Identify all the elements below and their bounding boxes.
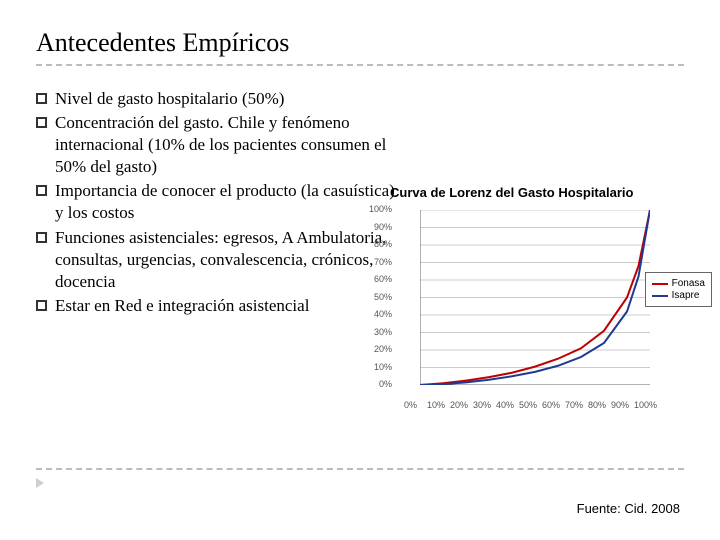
- bullet-list: Nivel de gasto hospitalario (50%)Concent…: [36, 88, 406, 319]
- x-tick-label: 20%: [450, 400, 468, 410]
- x-tick-label: 100%: [634, 400, 657, 410]
- y-tick-label: 60%: [374, 274, 392, 284]
- legend-color-swatch: [652, 283, 668, 285]
- bullet-item: Estar en Red e integración asistencial: [36, 295, 406, 317]
- bullet-text: Funciones asistenciales: egresos, A Ambu…: [55, 227, 406, 293]
- y-tick-label: 90%: [374, 222, 392, 232]
- y-tick-label: 30%: [374, 327, 392, 337]
- y-tick-label: 10%: [374, 362, 392, 372]
- x-tick-label: 0%: [404, 400, 417, 410]
- bullet-text: Nivel de gasto hospitalario (50%): [55, 88, 284, 110]
- bullet-square-icon: [36, 117, 47, 128]
- y-tick-label: 50%: [374, 292, 392, 302]
- corner-arrow-icon: [36, 478, 44, 488]
- x-tick-label: 60%: [542, 400, 560, 410]
- legend-label: Isapre: [672, 290, 700, 301]
- chart-plot: [420, 210, 650, 385]
- bullet-item: Importancia de conocer el producto (la c…: [36, 180, 406, 224]
- bullet-text: Importancia de conocer el producto (la c…: [55, 180, 406, 224]
- bullet-square-icon: [36, 93, 47, 104]
- slide-title: Antecedentes Empíricos: [36, 28, 684, 58]
- divider-top: [36, 64, 684, 66]
- source-citation: Fuente: Cid. 2008: [577, 501, 680, 516]
- x-tick-label: 70%: [565, 400, 583, 410]
- legend-item: Isapre: [652, 290, 705, 301]
- x-tick-label: 50%: [519, 400, 537, 410]
- bullet-square-icon: [36, 300, 47, 311]
- y-tick-label: 70%: [374, 257, 392, 267]
- bullet-text: Concentración del gasto. Chile y fenómen…: [55, 112, 406, 178]
- y-tick-label: 100%: [369, 204, 392, 214]
- x-tick-label: 10%: [427, 400, 445, 410]
- x-tick-label: 30%: [473, 400, 491, 410]
- y-tick-label: 20%: [374, 344, 392, 354]
- x-tick-label: 90%: [611, 400, 629, 410]
- bullet-item: Funciones asistenciales: egresos, A Ambu…: [36, 227, 406, 293]
- lorenz-chart: Curva de Lorenz del Gasto Hospitalario 1…: [390, 185, 710, 385]
- bullet-text: Estar en Red e integración asistencial: [55, 295, 309, 317]
- bullet-square-icon: [36, 185, 47, 196]
- bullet-item: Concentración del gasto. Chile y fenómen…: [36, 112, 406, 178]
- x-tick-label: 40%: [496, 400, 514, 410]
- chart-title: Curva de Lorenz del Gasto Hospitalario: [390, 185, 710, 200]
- legend-color-swatch: [652, 295, 668, 297]
- x-tick-label: 80%: [588, 400, 606, 410]
- chart-legend: FonasaIsapre: [645, 272, 712, 307]
- bullet-item: Nivel de gasto hospitalario (50%): [36, 88, 406, 110]
- legend-label: Fonasa: [672, 278, 705, 289]
- legend-item: Fonasa: [652, 278, 705, 289]
- y-tick-label: 80%: [374, 239, 392, 249]
- y-tick-label: 40%: [374, 309, 392, 319]
- divider-bottom: [36, 468, 684, 470]
- bullet-square-icon: [36, 232, 47, 243]
- y-tick-label: 0%: [379, 379, 392, 389]
